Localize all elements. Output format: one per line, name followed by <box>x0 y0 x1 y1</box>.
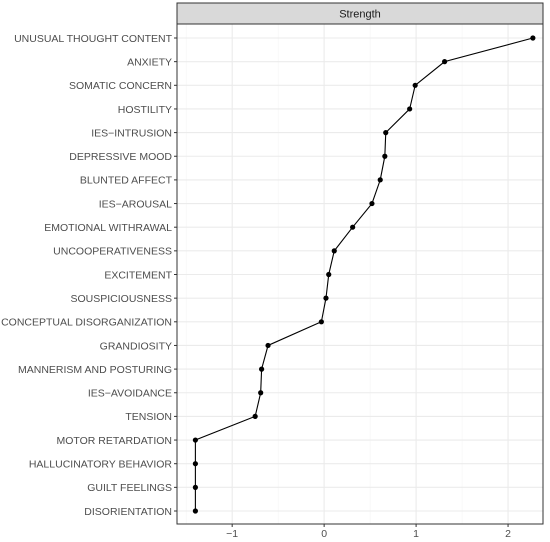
data-point <box>259 366 265 372</box>
y-tick-label: EMOTIONAL WITHRAWAL <box>44 222 172 234</box>
y-tick-label: BLUNTED AFFECT <box>80 175 173 187</box>
data-point <box>530 35 536 41</box>
panel-border <box>176 23 544 525</box>
axes-layer: UNUSUAL THOUGHT CONTENT ANXIETY SOMATIC CO… <box>1 33 511 540</box>
y-tick-label: GRANDIOSITY <box>100 340 172 352</box>
data-point <box>377 177 383 183</box>
data-point <box>382 153 388 159</box>
y-tick-label: GUILT FEELINGS <box>87 482 172 494</box>
data-point <box>331 248 337 254</box>
y-tick-label: UNCOOPERATIVENESS <box>53 246 172 258</box>
data-point <box>383 130 389 136</box>
y-tick-label: HALLUCINATORY BEHAVIOR <box>29 459 173 471</box>
series-layer <box>192 35 536 514</box>
y-tick-label: MOTOR RETARDATION <box>57 435 173 447</box>
strip-label: Strength <box>339 9 381 21</box>
data-point <box>442 59 448 65</box>
data-point <box>192 484 198 490</box>
data-point <box>323 295 329 301</box>
y-tick-label: DISORIENTATION <box>84 506 172 518</box>
data-point <box>252 413 258 419</box>
y-tick-label: HOSTILITY <box>118 104 172 116</box>
data-point <box>350 224 356 230</box>
y-tick-label: SOMATIC CONCERN <box>69 80 172 92</box>
data-point <box>326 271 332 278</box>
data-point <box>412 82 418 88</box>
data-point <box>258 390 264 396</box>
x-tick-label: 0 <box>321 528 327 540</box>
data-point <box>318 319 324 325</box>
y-tick-label: IES−AROUSAL <box>99 198 172 210</box>
x-tick-label: −1 <box>226 528 238 540</box>
y-tick-label: MANNERISM AND POSTURING <box>18 364 172 376</box>
y-tick-label: EXCITEMENT <box>104 269 172 281</box>
y-tick-label: TENSION <box>125 411 172 423</box>
data-point <box>265 342 271 349</box>
data-point <box>192 461 198 467</box>
y-tick-label: CONCEPTUAL DISORGANIZATION <box>1 317 172 329</box>
data-point <box>369 200 375 207</box>
y-tick-label: ANXIETY <box>127 56 172 68</box>
data-point <box>407 106 413 112</box>
data-point <box>192 508 198 514</box>
grid-layer <box>177 24 543 524</box>
y-tick-label: IES−AVOIDANCE <box>88 388 172 400</box>
y-tick-label: IES−INTRUSION <box>91 127 172 139</box>
strip: Strength <box>176 2 544 25</box>
y-tick-label: UNUSUAL THOUGHT CONTENT <box>14 33 172 45</box>
y-tick-label: DEPRESSIVE MOOD <box>69 151 172 163</box>
data-point <box>192 437 198 443</box>
x-tick-label: 2 <box>505 528 511 540</box>
x-tick-label: 1 <box>413 528 419 540</box>
y-tick-label: SOUSPICIOUSNESS <box>70 293 172 305</box>
